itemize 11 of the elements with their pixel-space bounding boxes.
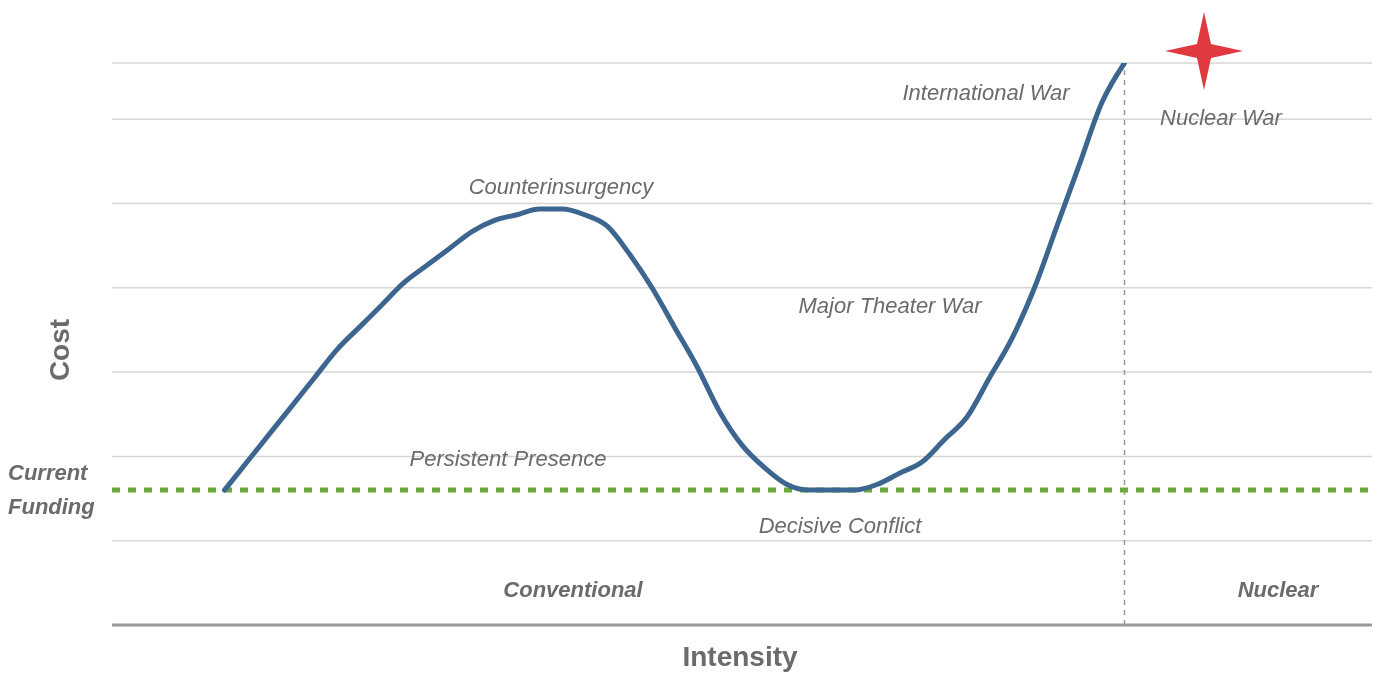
- annotation: Nuclear War: [1160, 105, 1282, 131]
- annotation: Decisive Conflict: [758, 513, 922, 539]
- annotation: Nuclear: [1237, 577, 1319, 603]
- x-axis-title: Intensity: [682, 641, 798, 673]
- ref-line-label: Current Funding: [8, 459, 96, 522]
- y-axis-title: Cost: [44, 318, 76, 382]
- annotation: International War: [902, 80, 1070, 106]
- annotation: Counterinsurgency: [468, 174, 654, 200]
- annotation: Conventional: [503, 577, 643, 603]
- annotation: Major Theater War: [798, 293, 982, 319]
- annotation: Persistent Presence: [409, 446, 607, 472]
